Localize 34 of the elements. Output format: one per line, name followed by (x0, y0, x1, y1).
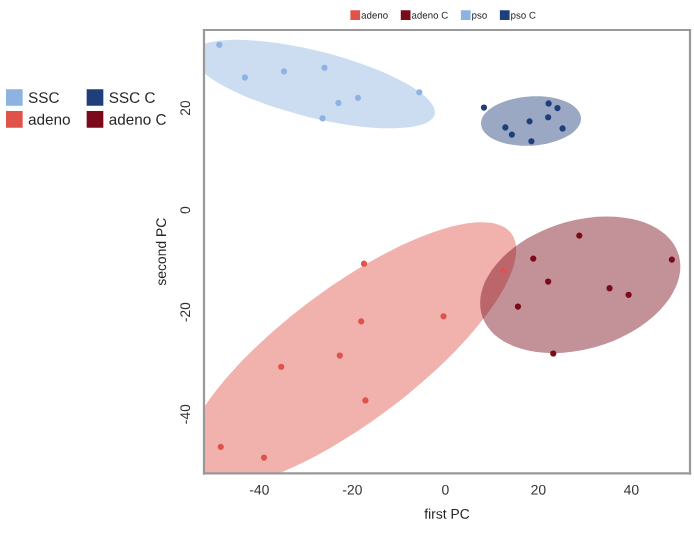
point (606, 285, 613, 292)
point (480, 104, 488, 111)
point (241, 74, 249, 81)
point (625, 291, 632, 298)
point (559, 125, 566, 132)
point (354, 94, 362, 101)
point (440, 313, 447, 320)
point (550, 350, 557, 357)
point (528, 138, 535, 145)
point (335, 99, 342, 107)
point (280, 68, 288, 75)
point (545, 114, 552, 121)
point (554, 104, 561, 112)
point (508, 131, 515, 138)
point (216, 41, 223, 48)
point (358, 318, 365, 325)
point (260, 454, 268, 461)
point (278, 363, 285, 370)
point (526, 118, 533, 125)
point (321, 64, 328, 71)
point (576, 232, 583, 239)
point (502, 124, 509, 131)
point (668, 256, 675, 263)
point (336, 352, 343, 359)
point (545, 100, 552, 107)
point (545, 278, 552, 285)
point (217, 443, 224, 450)
point (416, 89, 423, 96)
point (360, 260, 368, 267)
point (362, 397, 369, 404)
point (514, 303, 522, 310)
point (319, 115, 326, 122)
point (500, 267, 507, 274)
point (530, 255, 537, 262)
